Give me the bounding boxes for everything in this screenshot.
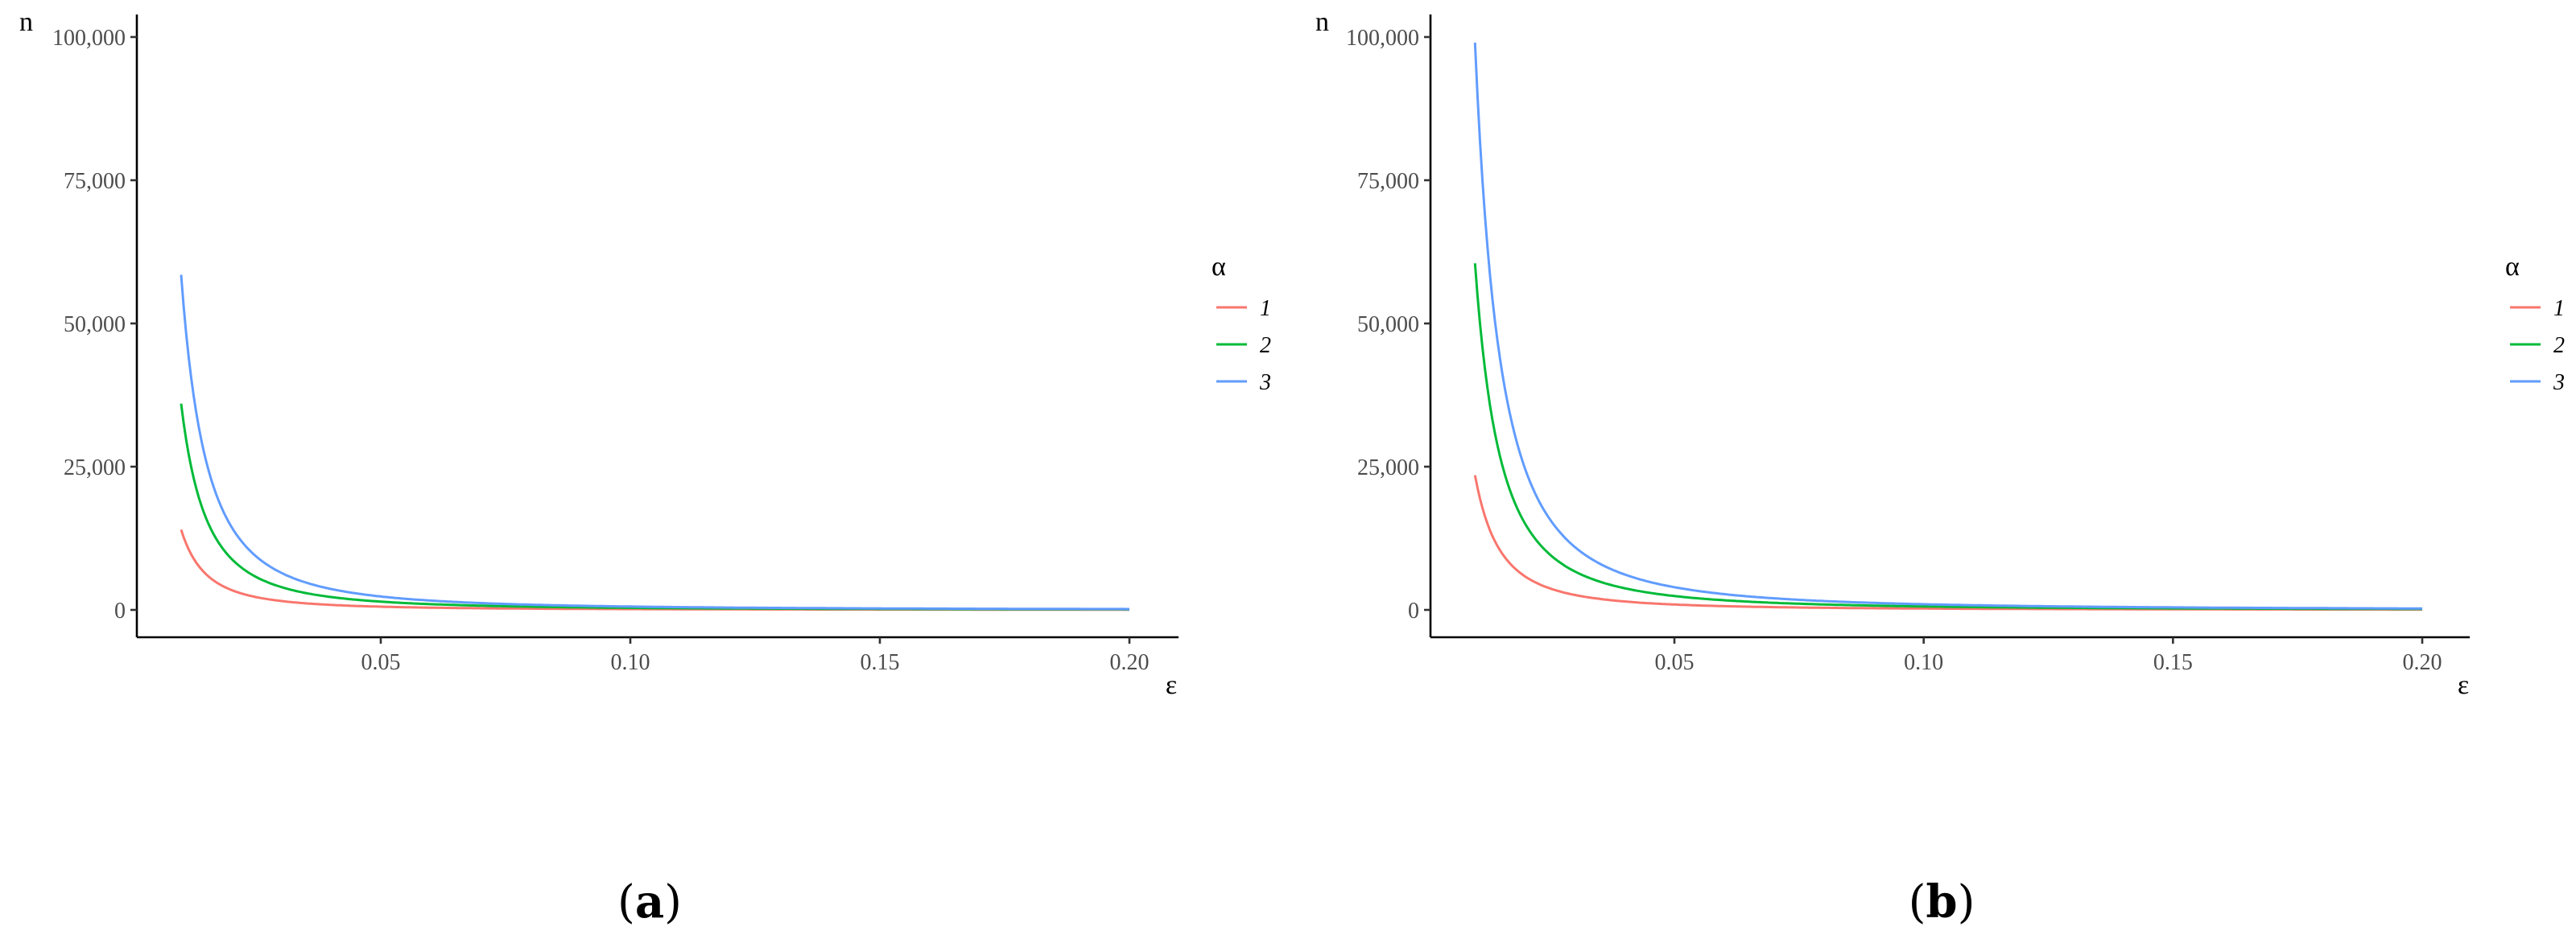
y-tick-label: 75,000 (1357, 169, 1419, 194)
series-line-3 (180, 274, 1129, 611)
chart-panel-a: 0 25,000 50,000 75,000 100,000 0.05 0.10 0.15 0.… (19, 7, 1271, 929)
y-tick-label: 25,000 (1357, 455, 1419, 480)
x-tick-label: 0.15 (861, 650, 900, 675)
chart-panel-b: 0 25,000 50,000 75,000 100,000 0.05 0.10 0.15 0.… (1315, 7, 2565, 929)
x-tick-label: 0.10 (611, 650, 650, 675)
legend-label-1: 1 (1260, 296, 1271, 321)
x-tick-label: 0.15 (2153, 650, 2193, 675)
legend-label-3: 3 (2553, 370, 2565, 395)
x-axis-title: ε (2458, 670, 2469, 700)
y-tick-label: 50,000 (64, 312, 126, 337)
legend-label-2: 2 (1260, 333, 1271, 358)
y-axis-title: n (1315, 7, 1329, 37)
legend-title: α (1212, 252, 1226, 282)
y-axis-title: n (19, 7, 33, 37)
x-tick-label: 0.10 (1904, 650, 1943, 675)
series-line-3 (1473, 43, 2422, 610)
y-tick-label: 0 (1408, 599, 1419, 624)
series-line-1 (180, 529, 1130, 612)
y-tick-label: 75,000 (64, 169, 126, 194)
series-line-1 (1473, 475, 2422, 612)
legend-title: α (2505, 252, 2520, 282)
x-tick-label: 0.20 (1110, 650, 1150, 675)
series-line-2 (1473, 263, 2422, 611)
legend: α 1 2 3 (1212, 252, 1271, 395)
panel-caption: (a) (617, 875, 682, 929)
legend: α 1 2 3 (2505, 252, 2565, 395)
panel-caption: (b) (1909, 875, 1975, 929)
legend-label-2: 2 (2553, 333, 2565, 358)
y-tick-label: 100,000 (1346, 26, 1419, 51)
x-tick-label: 0.20 (2403, 650, 2442, 675)
y-tick-label: 0 (114, 599, 126, 624)
legend-label-1: 1 (2553, 296, 2565, 321)
x-tick-label: 0.05 (361, 650, 401, 675)
y-tick-label: 100,000 (52, 26, 126, 51)
y-tick-label: 25,000 (64, 455, 126, 480)
x-tick-label: 0.05 (1655, 650, 1695, 675)
x-axis-title: ε (1166, 670, 1177, 700)
series-line-2 (180, 403, 1129, 611)
legend-label-3: 3 (1259, 370, 1271, 395)
y-tick-label: 50,000 (1357, 312, 1419, 337)
